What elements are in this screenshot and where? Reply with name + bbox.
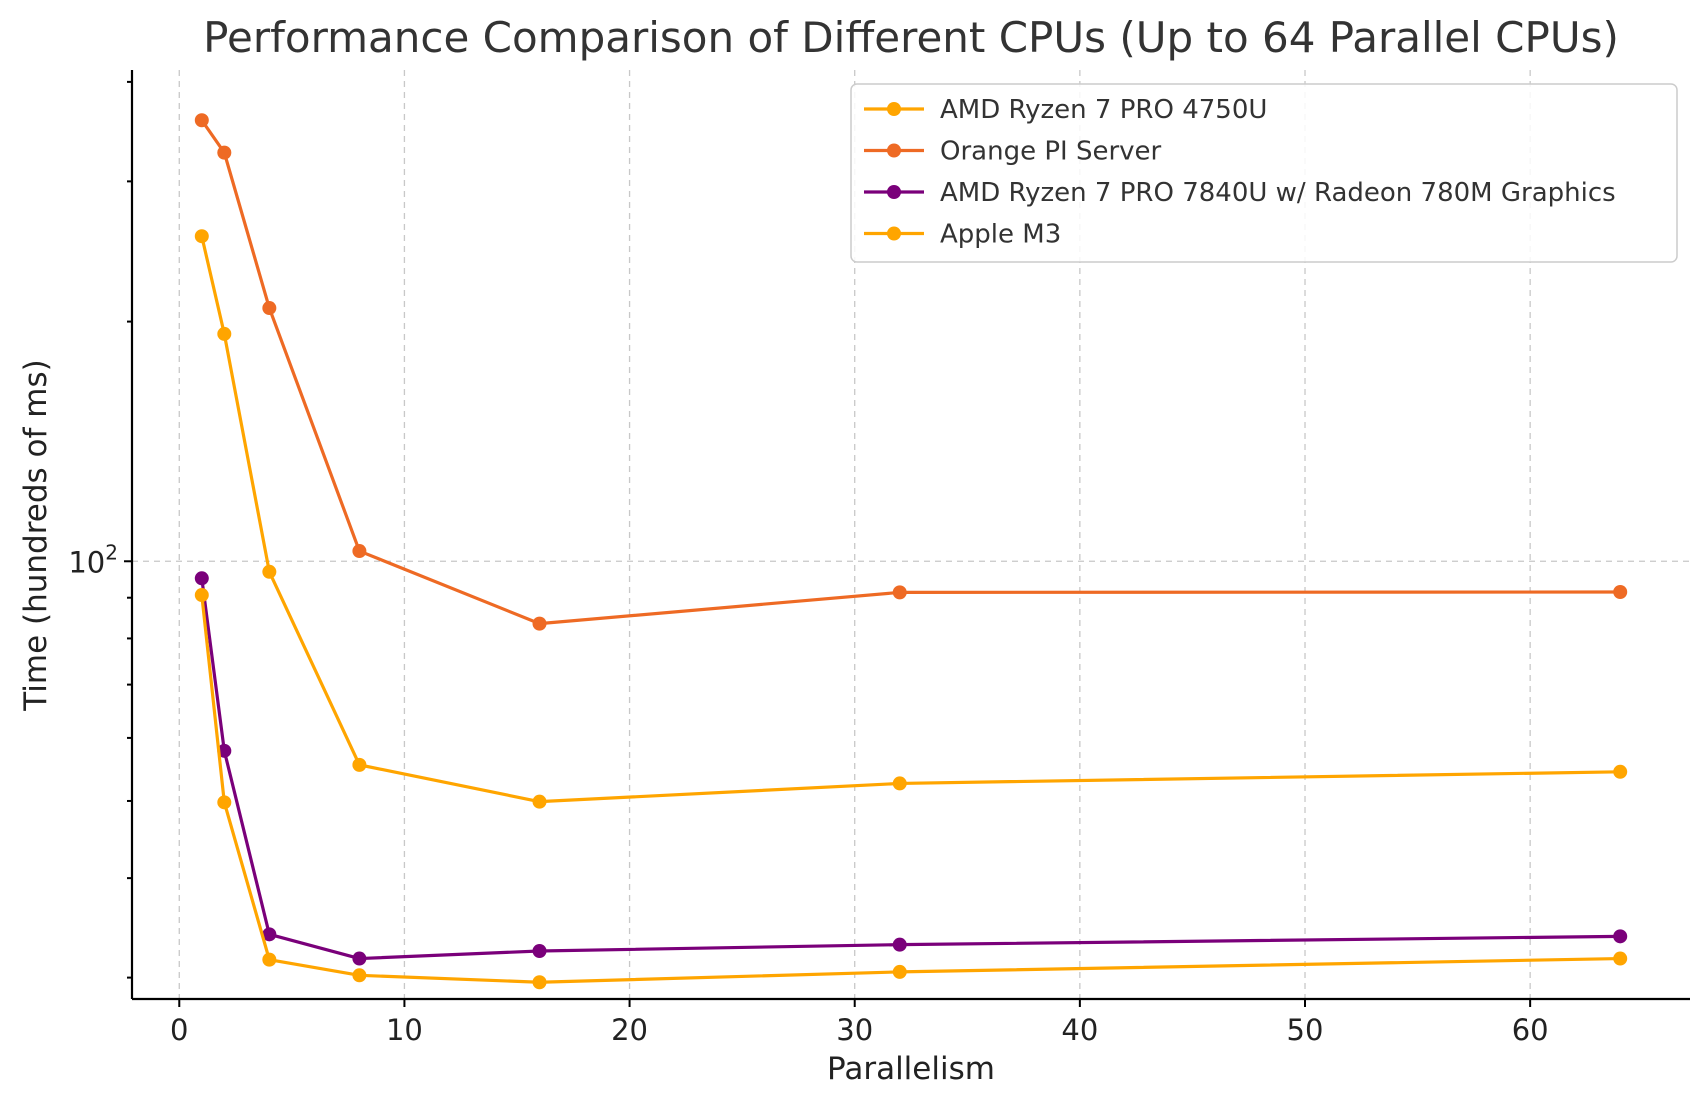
data-point (892, 964, 907, 979)
legend-items: AMD Ryzen 7 PRO 4750U Orange PI Server AMD… (864, 95, 1616, 250)
chart-title: Performance Comparison of Different CPUs… (203, 13, 1619, 62)
x-tick-label: 0 (170, 1013, 188, 1047)
series-1 (194, 113, 1628, 631)
legend-item: AMD Ryzen 7 PRO 4750U (864, 95, 1267, 125)
x-tick-label: 60 (1512, 1013, 1549, 1047)
legend-item: Orange PI Server (864, 137, 1162, 167)
data-point (532, 943, 547, 958)
legend-marker (887, 226, 901, 241)
data-point (194, 571, 209, 586)
data-point (352, 968, 367, 983)
series-line (200, 578, 1621, 961)
data-point (532, 975, 547, 990)
data-point (892, 585, 907, 600)
data-point (892, 937, 907, 952)
data-point (532, 794, 547, 809)
data-point (262, 301, 277, 316)
data-point (217, 795, 232, 810)
data-point (194, 588, 209, 603)
legend-label: Apple M3 (940, 220, 1061, 250)
data-point (1613, 951, 1628, 966)
data-point (532, 616, 547, 631)
y-tick-label: 102 (68, 540, 118, 579)
x-tick-label: 20 (611, 1013, 648, 1047)
data-point (1613, 584, 1628, 599)
legend: AMD Ryzen 7 PRO 4750U Orange PI Server AMD… (850, 83, 1678, 263)
x-ticks: 0 10 20 30 40 50 60 (170, 999, 1549, 1047)
axes (130, 70, 1690, 1001)
x-tick-label: 40 (1061, 1013, 1098, 1047)
y-axis-label: Time (hundreds of ms) (18, 359, 54, 711)
legend-marker (887, 102, 901, 116)
series-line (200, 594, 1621, 984)
legend-label: AMD Ryzen 7 PRO 4750U (940, 95, 1267, 125)
legend-item: AMD Ryzen 7 PRO 7840U w/ Radeon 780M Gra… (864, 178, 1616, 208)
data-point (194, 113, 209, 128)
data-point (1613, 929, 1628, 944)
data-point (217, 145, 232, 160)
legend-marker (887, 143, 901, 158)
data-point (892, 776, 907, 791)
data-point (262, 952, 277, 967)
series-3 (194, 588, 1628, 990)
data-point (217, 326, 232, 341)
legend-box (850, 83, 1678, 263)
legend-label: Orange PI Server (940, 137, 1162, 167)
data-point (262, 927, 277, 942)
series-lines (194, 113, 1628, 990)
x-tick-label: 10 (386, 1013, 423, 1047)
x-tick-label: 30 (836, 1013, 873, 1047)
series-0 (194, 229, 1628, 809)
data-point (217, 743, 232, 758)
legend-label: AMD Ryzen 7 PRO 7840U w/ Radeon 780M Gra… (940, 178, 1616, 208)
legend-item: Apple M3 (864, 220, 1061, 250)
y-ticks: 102 (68, 80, 132, 979)
legend-marker (887, 185, 901, 199)
series-2 (194, 571, 1628, 966)
series-line (200, 235, 1621, 804)
data-point (194, 229, 209, 244)
data-point (352, 757, 367, 772)
data-point (352, 544, 367, 559)
x-tick-label: 50 (1287, 1013, 1324, 1047)
data-point (1613, 764, 1628, 779)
data-point (262, 564, 277, 579)
x-axis-label: Parallelism (827, 1051, 995, 1087)
data-point (352, 951, 367, 966)
